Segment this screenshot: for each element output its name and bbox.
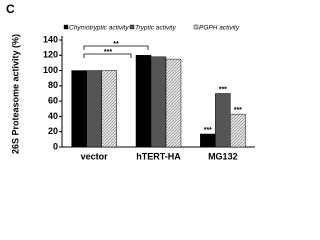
- annotation: **: [113, 41, 119, 48]
- y-tick-label: 80: [48, 80, 58, 90]
- legend-swatch: [193, 24, 199, 30]
- annotation: ***: [204, 127, 212, 134]
- bracket: [83, 53, 132, 58]
- annotation: ***: [104, 49, 112, 56]
- legend-swatch: [129, 24, 135, 30]
- bar: [215, 93, 231, 148]
- bracket: [83, 45, 149, 50]
- bar: [86, 70, 102, 148]
- bar: [71, 70, 87, 148]
- x-tick-label: hTERT-HA: [136, 151, 181, 161]
- bar: [230, 113, 246, 148]
- y-tick-label: 60: [48, 96, 58, 106]
- y-tick-label: 20: [48, 126, 58, 136]
- legend-label: Tryptic activity: [135, 25, 176, 32]
- y-tick-label: 0: [53, 141, 58, 151]
- legend-label: PGPH activity: [199, 25, 240, 32]
- bar: [200, 133, 216, 148]
- legend-swatch: [63, 24, 69, 30]
- x-tick-label: vector: [81, 151, 109, 161]
- y-tick-label: 40: [48, 111, 58, 121]
- y-axis-label: 26S Proteasome activity (%): [10, 34, 20, 154]
- bar: [135, 55, 152, 148]
- chart: C 26S Proteasome activity (%) 0 20 40 60 80 1…: [6, 2, 255, 161]
- y-tick-label: 120: [43, 50, 58, 60]
- legend-label: Chymotryptic activity: [69, 25, 129, 32]
- annotation: ***: [234, 107, 242, 114]
- y-tick-label: 100: [43, 65, 58, 75]
- bar: [101, 70, 117, 148]
- bar: [165, 58, 182, 148]
- annotation: ***: [219, 86, 227, 93]
- bar: [150, 56, 167, 148]
- y-tick-label: 140: [43, 34, 58, 44]
- panel-label: C: [6, 2, 15, 16]
- x-tick-label: MG132: [208, 151, 238, 161]
